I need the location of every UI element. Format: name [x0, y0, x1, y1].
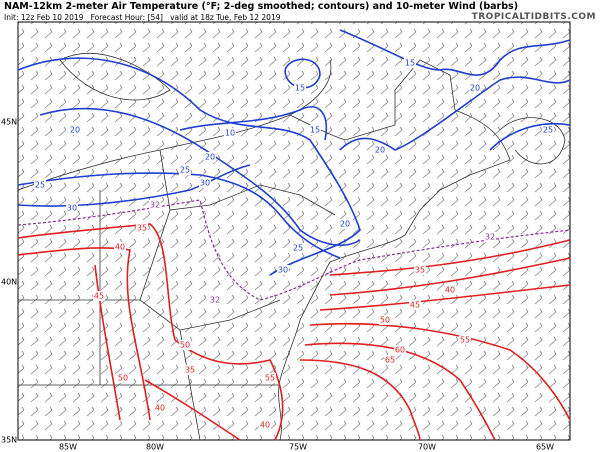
label-bg	[384, 355, 396, 365]
contour-label: 20	[375, 146, 385, 155]
label-bg	[136, 223, 148, 233]
label-bg	[69, 125, 81, 135]
temperature-contours	[17, 29, 571, 441]
lat-label: 40N	[1, 278, 17, 287]
label-bg	[409, 300, 421, 310]
label-bg	[204, 152, 216, 162]
label-bg	[264, 373, 276, 383]
label-bg	[444, 285, 456, 295]
label-bg	[179, 340, 191, 350]
contour-label: 15	[405, 59, 415, 68]
label-bg	[294, 83, 306, 93]
contour-label: 25	[543, 126, 553, 135]
label-bg	[394, 345, 406, 355]
contour-label: 35	[137, 224, 147, 233]
contour-label: 35	[185, 366, 195, 375]
contour-label: 50	[180, 341, 190, 350]
label-bg	[209, 295, 221, 305]
label-bg	[93, 291, 105, 301]
contour-label: 20	[70, 126, 80, 135]
contour-label: 25	[35, 181, 45, 190]
label-bg	[404, 58, 416, 68]
website: TROPICALTIDBITS.COM	[471, 12, 596, 22]
contour-label: 30	[67, 204, 77, 213]
label-bg	[292, 243, 304, 253]
contour-label: 65	[385, 356, 395, 365]
label-bg	[277, 265, 289, 275]
label-bg	[414, 265, 426, 275]
contour-label: 35	[415, 266, 425, 275]
contour-label: 20	[470, 84, 480, 93]
contour-label: 25	[293, 244, 303, 253]
label-bg	[154, 403, 166, 413]
subtitle: Init: 12z Feb 10 2019 Forecast Hour: [54…	[4, 13, 281, 22]
label-bg	[179, 165, 191, 175]
label-bg	[224, 128, 236, 138]
contour-label: 40	[260, 421, 270, 430]
contour-label: 32	[210, 296, 220, 305]
label-bg	[339, 219, 351, 229]
title: NAM-12km 2-meter Air Temperature (°F; 2-…	[4, 1, 519, 12]
label-bg	[66, 203, 78, 213]
lon-label: 80W	[146, 443, 164, 452]
contour-label: 20	[340, 220, 350, 229]
label-bg	[117, 373, 129, 383]
contour-label: 25	[180, 166, 190, 175]
lat-label: 45N	[1, 118, 17, 127]
contour-label: 55	[460, 336, 470, 345]
contour-label: 50	[118, 374, 128, 383]
label-bg	[542, 125, 554, 135]
contour-label: 50	[380, 316, 390, 325]
label-bg	[34, 180, 46, 190]
contour-label: 15	[295, 84, 305, 93]
lon-label: 65W	[536, 443, 554, 452]
label-bg	[184, 365, 196, 375]
contour-label: 32	[485, 233, 495, 242]
contour-label: 45	[410, 301, 420, 310]
contour-label: 15	[310, 126, 320, 135]
label-bg	[379, 315, 391, 325]
contour-label: 32	[150, 201, 160, 210]
lon-label: 75W	[289, 443, 307, 452]
label-bg	[199, 178, 211, 188]
contour-label: 30	[200, 179, 210, 188]
contour-label: 45	[94, 292, 104, 301]
label-bg	[469, 83, 481, 93]
contour-label: 40	[445, 286, 455, 295]
lat-label: 35N	[1, 436, 17, 445]
contour-label: 40	[115, 243, 125, 252]
contour-label: 20	[205, 153, 215, 162]
lon-label: 85W	[59, 443, 77, 452]
contour-label: 10	[225, 129, 235, 138]
contour-label: 60	[395, 346, 405, 355]
label-bg	[149, 200, 161, 210]
contour-label: 55	[265, 374, 275, 383]
label-bg	[374, 145, 386, 155]
lon-label: 70W	[418, 443, 436, 452]
label-bg	[309, 125, 321, 135]
contour-label: 40	[155, 404, 165, 413]
label-bg	[259, 420, 271, 430]
label-bg	[459, 335, 471, 345]
label-bg	[484, 232, 496, 242]
contour-label: 30	[278, 266, 288, 275]
label-bg	[114, 242, 126, 252]
